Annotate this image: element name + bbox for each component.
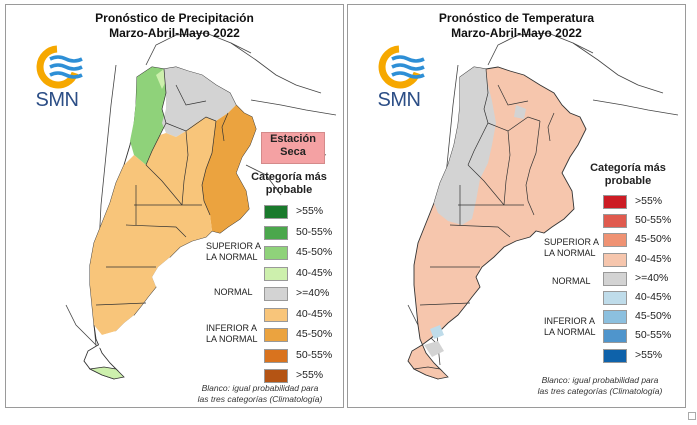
legend-label: >55%: [635, 195, 663, 207]
legend-swatch: [603, 329, 627, 344]
temperature-footnote: Blanco: igual probabilidad para las tres…: [524, 375, 676, 397]
legend-swatch: [264, 225, 288, 240]
legend-swatch: [264, 348, 288, 363]
legend-group-normal: NORMAL: [214, 287, 253, 297]
legend-label: 40-45%: [296, 307, 333, 320]
temperature-title-line1: Pronóstico de Temperatura: [438, 11, 595, 25]
footnote-line1: Blanco: igual probabilidad para: [201, 383, 319, 393]
temperature-title-line2: Marzo-Abril-Mayo 2022: [451, 26, 582, 40]
smn-logo: SMN: [26, 43, 88, 113]
legend-label: 50-55%: [296, 348, 333, 361]
smn-logo-text: SMN: [35, 89, 79, 111]
region-inferior-40-45-south: [430, 325, 444, 339]
smn-sun-icon: [378, 45, 425, 89]
legend-swatch: [264, 369, 288, 383]
region-climatology-patagonia: [98, 315, 134, 351]
page-corner-mark: [688, 412, 696, 420]
legend-label: >=40%: [635, 271, 669, 284]
legend-swatch: [264, 307, 288, 322]
legend-label: 40-45%: [296, 266, 333, 279]
temperature-forecast-panel: Pronóstico de Temperatura Marzo-Abril-Ma…: [347, 4, 686, 408]
legend-swatch: [603, 214, 627, 229]
temperature-title: Pronóstico de Temperatura Marzo-Abril-Ma…: [348, 11, 685, 41]
dry-season-line1: Estación: [270, 133, 316, 145]
legend-swatch: [603, 348, 627, 363]
temperature-map: [407, 32, 679, 380]
legend-group-lower-line1: INFERIOR A: [206, 323, 258, 333]
legend-group-upper-line1: SUPERIOR A: [206, 241, 262, 251]
region-inferior-45-50: [202, 105, 256, 233]
legend-label: 50-55%: [296, 225, 333, 238]
legend-swatch: [264, 205, 288, 219]
legend-title-line1: Categoría más: [251, 171, 327, 183]
legend-swatch: [603, 195, 627, 209]
smn-logo-text: SMN: [377, 89, 421, 111]
legend-label: 45-50%: [635, 310, 672, 323]
legend-group-lower-line2: LA NORMAL: [206, 334, 258, 344]
legend-group-lower-line2: LA NORMAL: [544, 327, 596, 337]
region-climatology-coast: [152, 257, 170, 287]
legend-label: 40-45%: [635, 291, 672, 303]
legend-group-normal: NORMAL: [552, 276, 591, 286]
province-borders: [95, 68, 229, 306]
dry-season-line2: Seca: [280, 146, 306, 158]
legend-swatch: [603, 233, 627, 248]
legend-label: >55%: [296, 369, 324, 381]
legend-group-upper-line2: LA NORMAL: [206, 252, 258, 262]
legend-group-upper: SUPERIOR A LA NORMAL: [544, 237, 599, 259]
legend-label: 50-55%: [635, 214, 672, 227]
legend-label: 50-55%: [635, 329, 672, 342]
legend-swatch: [264, 328, 288, 342]
precipitation-map: [65, 32, 337, 380]
legend-label: >=40%: [296, 287, 330, 299]
precipitation-footnote: Blanco: igual probabilidad para las tres…: [186, 383, 334, 405]
precipitation-title-line2: Marzo-Abril-Mayo 2022: [109, 26, 240, 40]
dry-season-badge: Estación Seca: [261, 132, 325, 164]
smn-logo: SMN: [368, 43, 430, 113]
legend-label: >55%: [635, 348, 663, 361]
legend-swatch: [264, 246, 288, 260]
legend-group-lower-line1: INFERIOR A: [544, 316, 596, 326]
region-tdf: [412, 366, 449, 380]
legend-swatch: [603, 310, 627, 325]
precipitation-forecast-panel: Pronóstico de Precipitación Marzo-Abril-…: [5, 4, 344, 408]
smn-sun-icon: [36, 45, 83, 89]
legend-label: 45-50%: [296, 328, 333, 340]
region-normal-ne-patch: [514, 105, 526, 119]
region-normal-west: [434, 67, 496, 225]
region-normal-north: [162, 67, 236, 137]
legend-group-lower: INFERIOR A LA NORMAL: [544, 316, 596, 338]
legend-label: >55%: [296, 205, 324, 217]
legend-title-line2: probable: [265, 184, 313, 196]
legend-title-line2: probable: [604, 175, 652, 187]
argentina-shape: [407, 66, 587, 380]
footnote-line2: las tres categorías (Climatología): [537, 386, 663, 396]
footnote-line2: las tres categorías (Climatología): [197, 394, 323, 404]
precipitation-legend-title: Categoría más probable: [244, 171, 334, 197]
precipitation-title-line1: Pronóstico de Precipitación: [95, 11, 254, 25]
legend-swatch: [264, 287, 288, 301]
legend-swatch: [264, 266, 288, 281]
legend-group-upper-line1: SUPERIOR A: [544, 237, 600, 247]
legend-group-upper-line2: LA NORMAL: [544, 248, 596, 258]
legend-group-upper: SUPERIOR A LA NORMAL: [206, 241, 261, 263]
legend-label: 45-50%: [296, 246, 333, 258]
region-superior-tdf: [88, 366, 125, 380]
province-borders: [419, 68, 555, 306]
legend-title-line1: Categoría más: [590, 162, 666, 174]
temperature-legend-title: Categoría más probable: [582, 162, 674, 188]
region-normal-south-patch: [424, 341, 444, 357]
footnote-line1: Blanco: igual probabilidad para: [541, 375, 659, 385]
legend-swatch: [603, 252, 627, 267]
legend-swatch: [603, 271, 627, 286]
region-superior-40-45: [156, 69, 166, 89]
precipitation-title: Pronóstico de Precipitación Marzo-Abril-…: [6, 11, 343, 41]
legend-group-lower: INFERIOR A LA NORMAL: [206, 323, 258, 345]
legend-label: 45-50%: [635, 233, 672, 246]
legend-swatch: [603, 291, 627, 305]
legend-label: 40-45%: [635, 252, 672, 265]
